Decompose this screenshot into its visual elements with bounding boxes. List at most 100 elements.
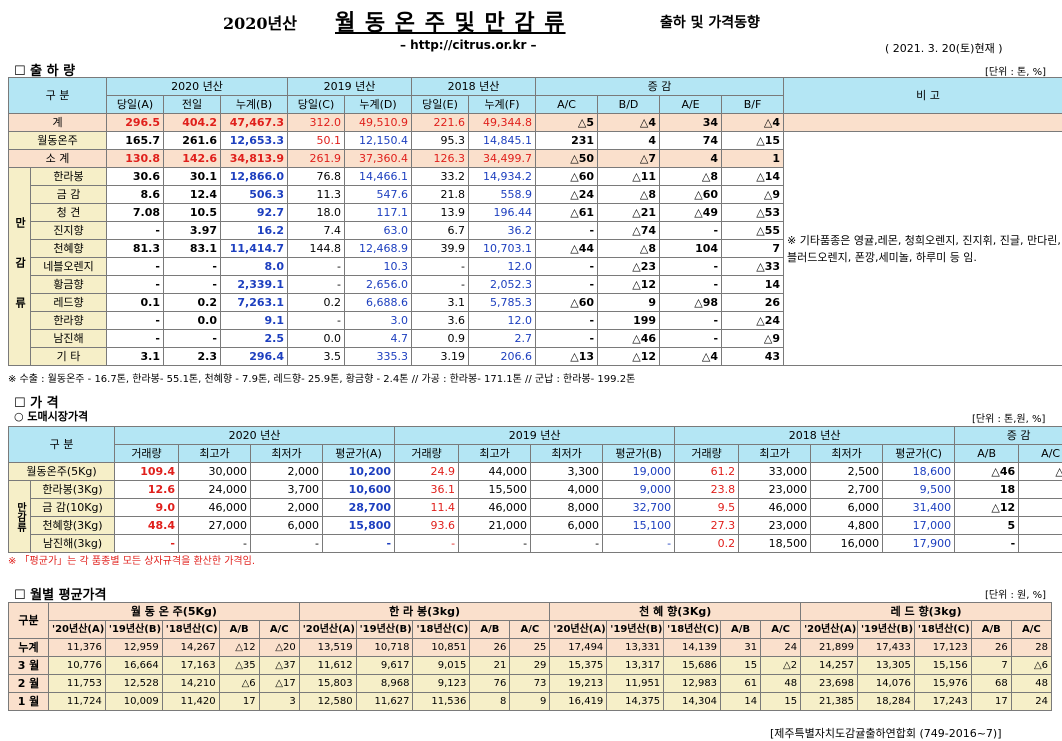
cell: △2: [760, 656, 802, 675]
monthly-price-table: 구분 월 동 온 주(5Kg) 한 라 봉(3kg) 천 혜 향(3Kg) 레 드 향(…: [7, 602, 1053, 711]
mangam-label: 만 감 류: [8, 167, 31, 366]
cell: 30.1: [163, 167, 221, 186]
cell: 8: [469, 692, 511, 711]
cell: 21.8: [411, 185, 470, 204]
cell: 8.6: [106, 185, 164, 204]
cell: 11.3: [287, 185, 345, 204]
cell: 1: [721, 149, 785, 168]
price-header-avg-b: 평균가(B): [602, 444, 676, 463]
price-header-min: 최저가: [530, 444, 604, 463]
cell: 18: [954, 480, 1020, 499]
cell: 36.2: [468, 221, 537, 240]
cell: 296.5: [106, 113, 164, 132]
cell: 18,284: [856, 692, 915, 711]
cell: 29: [509, 656, 551, 675]
cell: 83.1: [163, 239, 221, 258]
cell: 15: [720, 656, 762, 675]
table-row: 기 타 3.1 2.3 296.4 3.5 335.3 3.19 206.6 △13 △12 △4 4…: [9, 347, 1062, 366]
cell: 2,500: [810, 462, 884, 481]
price-header-ab: A/B: [954, 444, 1020, 463]
row-label: 월동온주: [8, 131, 107, 150]
price-header-avg-a: 평균가(A): [321, 444, 396, 463]
cell: △60: [659, 185, 723, 204]
cell: -: [106, 329, 164, 348]
row-label: 금 감(10Kg): [30, 498, 115, 517]
cell: 27.3: [674, 516, 740, 535]
cell: -: [535, 311, 599, 330]
monthly-header-sub: A/B: [970, 620, 1012, 639]
cell: △6: [218, 674, 260, 693]
monthly-header-sub: '18년산(C): [913, 620, 972, 639]
cell: 0.9: [411, 329, 470, 348]
cell: 12.4: [163, 185, 221, 204]
cell: 24,000: [178, 480, 251, 499]
cell: △9: [721, 329, 785, 348]
cell: 61.2: [674, 462, 740, 481]
cell: 39.9: [411, 239, 470, 258]
cell: 15,686: [663, 656, 722, 675]
cell: 49,344.8: [468, 113, 537, 132]
cell: △9: [1018, 498, 1062, 517]
table-row: 금 감 8.6 12.4 506.3 11.3 547.6 21.8 558.9 △24 △8 △6…: [9, 185, 1062, 204]
row-label: 한라봉(3Kg): [30, 480, 115, 499]
cell: 19,000: [602, 462, 676, 481]
cell: 76.8: [287, 167, 345, 186]
cell: 16,000: [810, 534, 884, 553]
cell: 261.9: [287, 149, 345, 168]
cell: -: [530, 534, 604, 553]
monthly-header-sub: '18년산(C): [161, 620, 220, 639]
cell: 0.2: [163, 293, 221, 312]
cell: -: [106, 275, 164, 294]
cell: 13.9: [411, 203, 470, 222]
cell: △12: [597, 275, 661, 294]
cell: 14,845.1: [468, 131, 537, 150]
cell: 11,627: [355, 692, 414, 711]
monthly-header-sub: A/C: [1010, 620, 1053, 639]
cell: 9: [509, 692, 551, 711]
wholesale-subheading: ○ 도매시장가격: [14, 410, 89, 423]
cell: △46: [597, 329, 661, 348]
cell: -: [659, 257, 723, 276]
cell: 21,899: [800, 638, 858, 657]
cell: 46,000: [458, 498, 532, 517]
row-label: 네블오렌지: [30, 257, 107, 276]
cell: 10,009: [104, 692, 163, 711]
cell: -: [321, 534, 396, 553]
title-subtitle: 출하 및 가격동향: [660, 15, 760, 31]
table-row: 만감류 한라봉(3Kg) 12.6 24,000 3,700 10,600 36.1 15,5…: [8, 480, 1062, 553]
cell: △74: [597, 221, 661, 240]
cell: △24: [535, 185, 599, 204]
cell: 26: [469, 638, 511, 657]
cell: 13,317: [606, 656, 665, 675]
row-label: 계: [8, 113, 107, 132]
cell: 24: [1010, 692, 1053, 711]
cell: 7,263.1: [220, 293, 288, 312]
cell: 47,467.3: [220, 113, 288, 132]
cell: 93.6: [394, 516, 460, 535]
cell: 18,500: [738, 534, 812, 553]
header-2018: 2018 년산: [411, 77, 537, 96]
cell: -: [106, 221, 164, 240]
cell: 24: [760, 638, 802, 657]
cell: 31: [720, 638, 762, 657]
cell: 126.3: [411, 149, 470, 168]
section-shipment-heading: ☐ 출 하 량: [14, 64, 76, 79]
cell: 43: [721, 347, 785, 366]
monthly-header-sub: A/C: [258, 620, 300, 639]
monthly-header-sub: '18년산(C): [412, 620, 471, 639]
cell: △13: [535, 347, 599, 366]
cell: 32,700: [602, 498, 676, 517]
cell: 17,000: [882, 516, 956, 535]
monthly-header-sub: '19년산(B): [856, 620, 915, 639]
cell: △4: [659, 347, 723, 366]
cell: 11,724: [48, 692, 106, 711]
title-url: – http://citrus.or.kr –: [400, 38, 537, 52]
cell: 11,376: [48, 638, 106, 657]
monthly-header-sub: A/B: [469, 620, 511, 639]
cell: 2,052.3: [468, 275, 537, 294]
cell: 3.19: [411, 347, 470, 366]
cell: -: [287, 311, 345, 330]
cell: 11,612: [298, 656, 357, 675]
header-today-a: 당일(A): [106, 95, 164, 114]
cell: -: [163, 275, 221, 294]
